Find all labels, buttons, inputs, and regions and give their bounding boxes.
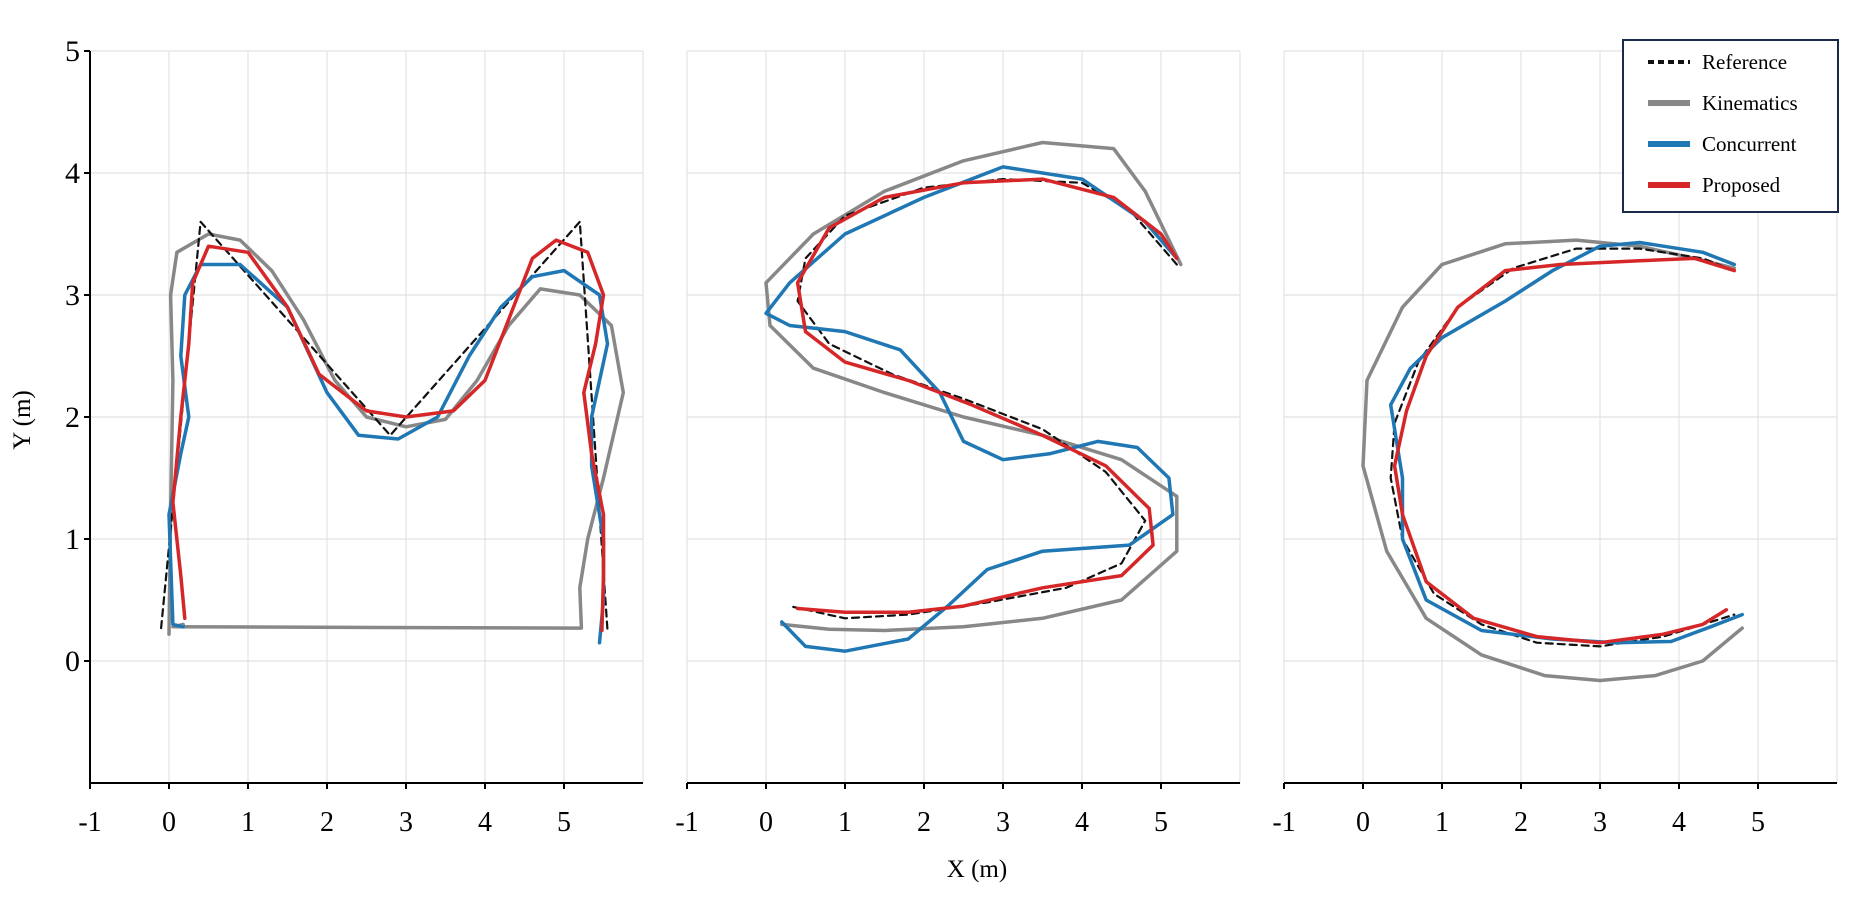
legend-label: Kinematics [1702,91,1798,115]
y-tick-label: 0 [65,645,80,678]
x-tick-label: 5 [1751,807,1765,838]
x-tick-label: 3 [996,807,1010,838]
panels: -1 0 1 2 3 4 5 0 1 2 3 4 5 -1 0 1 2 3 4 5 -1 0 1 2 3 4 5 [65,35,1838,838]
x-tick-label: 2 [917,807,931,838]
series-concurrent-s [764,165,1179,653]
y-tick-label: 1 [65,523,80,556]
x-tick-label: 2 [1514,807,1528,838]
legend-label: Reference [1702,50,1787,74]
x-tick-label: 0 [759,807,773,838]
panel-m: -1 0 1 2 3 4 5 0 1 2 3 4 5 [65,35,644,838]
x-axis-title: X (m) [947,856,1007,883]
x-tick-label: 1 [838,807,852,838]
x-tick-label: 4 [478,807,492,838]
y-axis-title: Y (m) [9,390,36,449]
series-proposed-s [795,177,1179,614]
x-tick-label: 1 [241,807,255,838]
series-kinematics-s [764,140,1183,633]
x-tick-label: 4 [1672,807,1686,838]
series-reference-s [788,178,1178,620]
y-tick-label: 5 [65,35,80,68]
x-tick-label: 5 [557,807,571,838]
x-tick-label: 2 [320,807,334,838]
panel-s: -1 0 1 2 3 4 5 [675,50,1241,838]
legend: Reference Kinematics Concurrent Proposed [1622,39,1839,213]
x-tick-label: 3 [1593,807,1607,838]
legend-item-reference: Reference [1648,50,1787,74]
legend-label: Proposed [1702,173,1781,197]
x-tick-label: 0 [162,807,176,838]
x-tick-label: 5 [1154,807,1168,838]
x-tick-label: -1 [675,807,698,838]
x-tick-label: -1 [1272,807,1295,838]
legend-label: Concurrent [1702,132,1797,156]
series-kinematics-m [167,232,626,636]
y-tick-label: 3 [65,279,80,312]
series-kinematics-c [1361,238,1744,683]
series-proposed-m [171,238,606,633]
x-tick-label: 1 [1435,807,1449,838]
series-concurrent-c [1388,240,1744,645]
x-tick-label: -1 [78,807,101,838]
x-tick-label: 3 [399,807,413,838]
legend-item-concurrent: Concurrent [1648,132,1797,156]
x-tick-label: 4 [1075,807,1089,838]
x-tick-label: 0 [1356,807,1370,838]
legend-item-kinematics: Kinematics [1648,91,1798,115]
y-tick-label: 2 [65,401,80,434]
series-concurrent-m [167,262,610,645]
y-tick-label: 4 [65,157,80,190]
series-proposed-c [1392,256,1737,645]
series-reference-m [160,220,609,632]
legend-item-proposed: Proposed [1648,173,1781,197]
